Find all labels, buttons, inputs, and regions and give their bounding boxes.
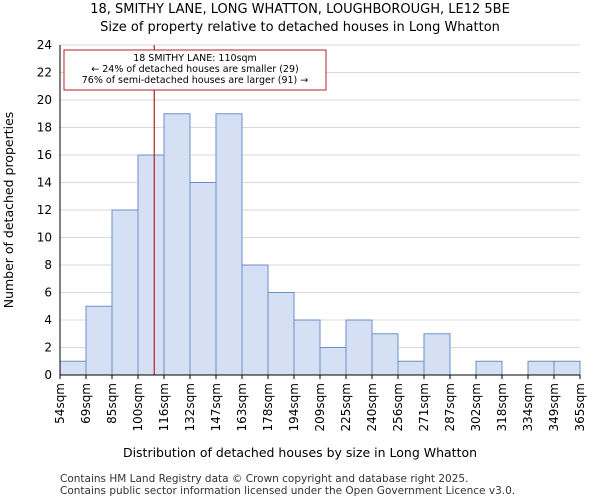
y-tick-label: 20 <box>37 93 52 107</box>
histogram-bar <box>527 360 555 376</box>
annotation-box <box>63 49 327 91</box>
y-axis-label: Number of detached properties <box>1 112 16 309</box>
x-tick-label: 365sqm <box>573 383 587 431</box>
x-axis-label: Distribution of detached houses by size … <box>123 445 477 460</box>
chart-title: 18, SMITHY LANE, LONG WHATTON, LOUGHBORO… <box>90 2 510 17</box>
x-tick-label: 287sqm <box>443 383 457 431</box>
x-tick-label: 69sqm <box>79 383 93 424</box>
histogram-bar <box>345 319 373 376</box>
x-tick-label: 209sqm <box>313 383 327 431</box>
y-tick-label: 12 <box>37 203 52 217</box>
histogram-bar <box>163 113 191 376</box>
x-tick-label: 318sqm <box>495 383 509 431</box>
histogram-bar <box>215 113 243 376</box>
y-tick-label: 4 <box>44 313 52 327</box>
y-tick-label: 14 <box>37 176 52 190</box>
x-tick-label: 178sqm <box>261 383 275 431</box>
footer-copyright: Contains HM Land Registry data © Crown c… <box>60 473 469 485</box>
y-tick-label: 16 <box>37 148 52 162</box>
x-tick-label: 194sqm <box>287 383 301 431</box>
histogram-chart: 18, SMITHY LANE, LONG WHATTON, LOUGHBORO… <box>1 2 587 460</box>
y-tick-label: 18 <box>37 121 52 135</box>
y-tick-label: 2 <box>44 341 52 355</box>
x-tick-label: 132sqm <box>183 383 197 431</box>
chart-subtitle: Size of property relative to detached ho… <box>100 20 500 35</box>
x-tick-label: 302sqm <box>469 383 483 431</box>
annotation-line-2: ← 24% of detached houses are smaller (29… <box>91 64 298 75</box>
histogram-bar <box>553 360 581 376</box>
histogram-bar <box>111 209 139 376</box>
annotation-line-1: 18 SMITHY LANE: 110sqm <box>133 53 257 64</box>
y-tick-label: 0 <box>44 368 52 382</box>
histogram-bar <box>85 305 113 376</box>
histogram-bar <box>319 347 347 376</box>
x-tick-label: 271sqm <box>417 383 431 431</box>
histogram-bar <box>397 360 425 376</box>
x-tick-label: 256sqm <box>391 383 405 431</box>
histogram-bar <box>137 154 165 376</box>
x-tick-label: 100sqm <box>131 383 145 431</box>
y-tick-label: 8 <box>44 258 52 272</box>
histogram-bar <box>475 360 503 376</box>
histogram-bar <box>423 333 451 376</box>
histogram-bar <box>241 264 269 376</box>
x-tick-label: 334sqm <box>521 383 535 431</box>
x-tick-label: 54sqm <box>53 383 67 424</box>
x-tick-label: 85sqm <box>105 383 119 424</box>
histogram-bar <box>267 292 295 376</box>
x-tick-label: 116sqm <box>157 383 171 431</box>
histogram-bar <box>371 333 399 376</box>
y-tick-label: 10 <box>37 231 52 245</box>
y-tick-label: 22 <box>37 66 52 80</box>
x-tick-label: 240sqm <box>365 383 379 431</box>
x-tick-label: 349sqm <box>547 383 561 431</box>
annotation-line-3: 76% of semi-detached houses are larger (… <box>82 75 309 86</box>
y-tick-label: 6 <box>44 286 52 300</box>
histogram-bar <box>293 319 321 376</box>
x-tick-label: 147sqm <box>209 383 223 431</box>
histogram-bar <box>59 360 87 376</box>
footer-licence: Contains public sector information licen… <box>60 485 516 497</box>
x-tick-label: 163sqm <box>235 383 249 431</box>
x-tick-label: 225sqm <box>339 383 353 431</box>
histogram-bar <box>189 182 217 376</box>
y-tick-label: 24 <box>37 38 52 52</box>
